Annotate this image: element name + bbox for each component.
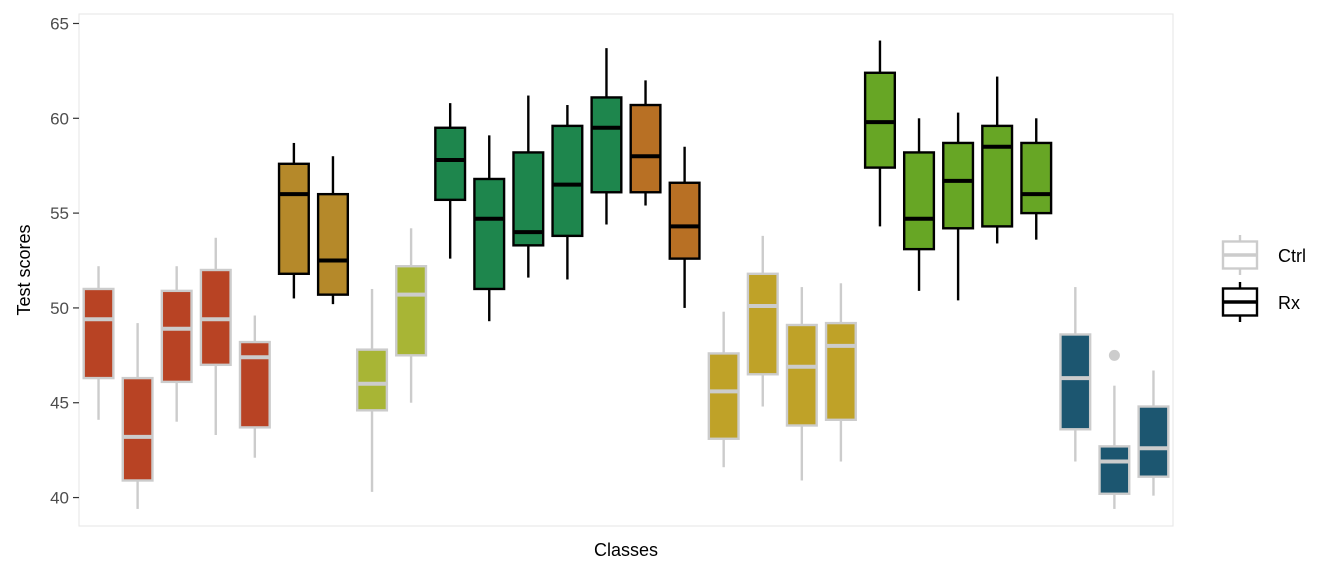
box-body: [551, 124, 584, 238]
box-1: [82, 266, 115, 420]
y-axis-title: Test scores: [14, 224, 34, 315]
box-19: [785, 287, 818, 481]
box-body: [590, 96, 623, 194]
box-24: [981, 76, 1014, 244]
box-4: [199, 237, 232, 435]
y-tick-label: 50: [50, 299, 69, 318]
box-body: [1098, 445, 1131, 495]
box-21: [863, 40, 897, 227]
box-26: [1059, 287, 1092, 462]
box-body: [395, 265, 428, 357]
y-tick-label: 65: [50, 14, 69, 33]
box-28: [1137, 370, 1170, 496]
box-12: [512, 95, 545, 278]
box-body: [942, 141, 975, 230]
box-body: [277, 162, 310, 275]
box-16: [668, 146, 701, 308]
box-20: [824, 283, 857, 462]
box-body: [746, 272, 779, 376]
box-27: [1098, 349, 1131, 509]
box-18: [746, 235, 779, 407]
box-body: [238, 340, 271, 429]
y-tick-label: 60: [50, 109, 69, 128]
box-5: [238, 315, 271, 458]
box-14: [590, 48, 623, 225]
outlier-point: [1108, 349, 1120, 361]
legend-key: [1221, 282, 1259, 322]
box-body: [1059, 333, 1092, 431]
box-body: [824, 321, 857, 422]
box-body: [473, 177, 506, 291]
box-body: [785, 323, 818, 427]
box-body: [902, 151, 936, 251]
y-tick-label: 40: [50, 489, 69, 508]
box-25: [1020, 118, 1053, 240]
y-tick-label: 45: [50, 394, 69, 413]
box-body: [629, 103, 662, 194]
box-9: [395, 228, 428, 403]
box-15: [629, 80, 662, 206]
box-body: [512, 151, 545, 247]
legend: Ctrl Rx: [1221, 235, 1306, 322]
box-2: [121, 323, 154, 509]
plot-panel: [78, 13, 1174, 527]
box-body: [707, 352, 740, 440]
y-tick-label: 55: [50, 204, 69, 223]
legend-item-ctrl: Ctrl: [1221, 235, 1306, 275]
box-23: [942, 112, 975, 301]
box-6: [277, 142, 310, 299]
box-7: [316, 156, 350, 305]
box-body: [160, 289, 193, 384]
box-8: [355, 288, 389, 492]
box-body: [981, 124, 1014, 228]
box-body: [434, 126, 467, 202]
box-body: [82, 287, 115, 380]
box-series: [82, 40, 1170, 509]
box-11: [473, 135, 506, 322]
legend-label: Ctrl: [1278, 246, 1306, 266]
box-13: [551, 105, 584, 280]
legend-item-rx: Rx: [1221, 282, 1300, 322]
legend-key: [1221, 235, 1259, 275]
box-3: [160, 266, 193, 422]
y-axis: 40 45 50 55 60 65: [50, 14, 79, 508]
box-17: [707, 311, 740, 468]
box-body: [355, 348, 389, 412]
box-body: [1137, 405, 1170, 478]
box-22: [902, 118, 936, 291]
legend-label: Rx: [1278, 293, 1300, 313]
box-body: [668, 181, 701, 260]
box-body: [121, 376, 154, 482]
box-body: [1020, 141, 1053, 215]
box-10: [434, 103, 467, 259]
box-body: [316, 192, 350, 296]
x-axis-title: Classes: [594, 540, 658, 560]
